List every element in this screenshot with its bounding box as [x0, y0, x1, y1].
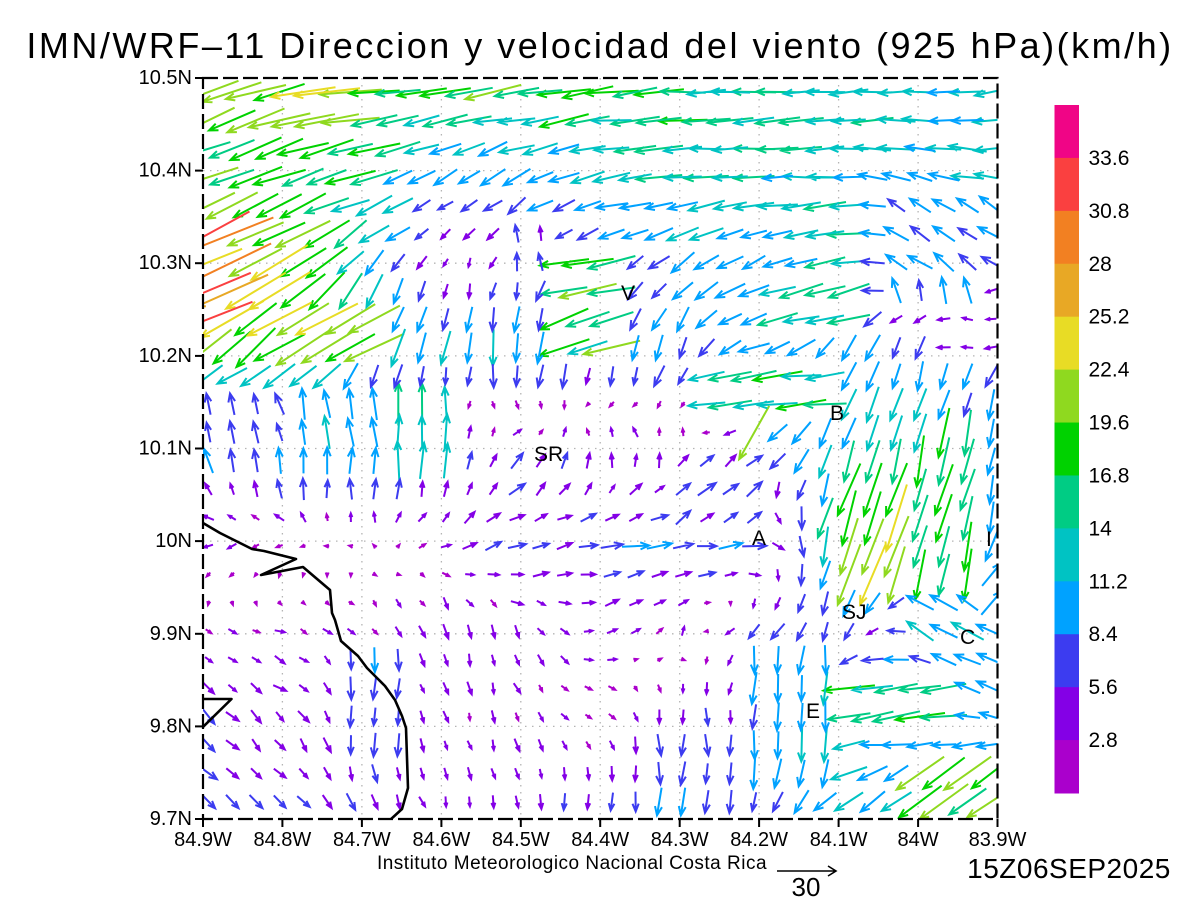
- svg-text:B: B: [830, 402, 844, 425]
- svg-text:SJ: SJ: [842, 601, 867, 624]
- svg-text:8.4: 8.4: [1089, 623, 1119, 646]
- svg-text:9.7N: 9.7N: [150, 808, 192, 830]
- svg-text:16.8: 16.8: [1089, 464, 1130, 487]
- svg-text:28: 28: [1089, 253, 1112, 276]
- svg-text:10.4N: 10.4N: [139, 160, 192, 182]
- svg-text:22.4: 22.4: [1089, 359, 1130, 382]
- svg-text:11.2: 11.2: [1089, 570, 1128, 593]
- svg-text:30: 30: [792, 872, 821, 900]
- svg-text:25.2: 25.2: [1089, 306, 1130, 329]
- svg-text:A: A: [752, 527, 766, 550]
- svg-text:15Z06SEP2025: 15Z06SEP2025: [967, 853, 1171, 884]
- svg-text:Instituto Meteorologico Nacion: Instituto Meteorologico Nacional Costa R…: [377, 853, 767, 874]
- svg-text:84.9W: 84.9W: [174, 829, 232, 851]
- svg-text:5.6: 5.6: [1089, 676, 1118, 699]
- svg-text:84.3W: 84.3W: [651, 829, 709, 851]
- svg-text:33.6: 33.6: [1089, 147, 1130, 170]
- svg-text:10.3N: 10.3N: [139, 252, 192, 274]
- svg-text:14: 14: [1089, 517, 1113, 540]
- svg-text:84.5W: 84.5W: [492, 829, 550, 851]
- svg-text:84.4W: 84.4W: [571, 829, 629, 851]
- svg-text:19.6: 19.6: [1089, 412, 1130, 435]
- svg-text:84.7W: 84.7W: [333, 829, 391, 851]
- svg-text:30.8: 30.8: [1089, 200, 1130, 223]
- svg-text:10.2N: 10.2N: [139, 345, 192, 367]
- svg-text:84.6W: 84.6W: [412, 829, 470, 851]
- svg-text:84W: 84W: [898, 829, 939, 851]
- svg-text:84.2W: 84.2W: [730, 829, 788, 851]
- svg-text:84.1W: 84.1W: [810, 829, 868, 851]
- svg-text:2.8: 2.8: [1089, 729, 1118, 752]
- svg-text:9.9N: 9.9N: [150, 623, 192, 645]
- svg-text:C: C: [960, 626, 975, 649]
- svg-text:84.8W: 84.8W: [253, 829, 311, 851]
- svg-text:I: I: [986, 528, 992, 551]
- svg-text:10N: 10N: [155, 530, 192, 552]
- svg-text:83.9W: 83.9W: [969, 829, 1027, 851]
- svg-text:SR: SR: [534, 443, 563, 466]
- svg-text:10.5N: 10.5N: [139, 67, 192, 89]
- svg-text:IMN/WRF–11 Direccion y velocid: IMN/WRF–11 Direccion y velocidad del vie…: [26, 25, 1173, 66]
- svg-text:10.1N: 10.1N: [139, 438, 192, 460]
- svg-text:9.8N: 9.8N: [150, 715, 192, 737]
- svg-text:V: V: [621, 282, 635, 305]
- svg-text:E: E: [806, 700, 820, 723]
